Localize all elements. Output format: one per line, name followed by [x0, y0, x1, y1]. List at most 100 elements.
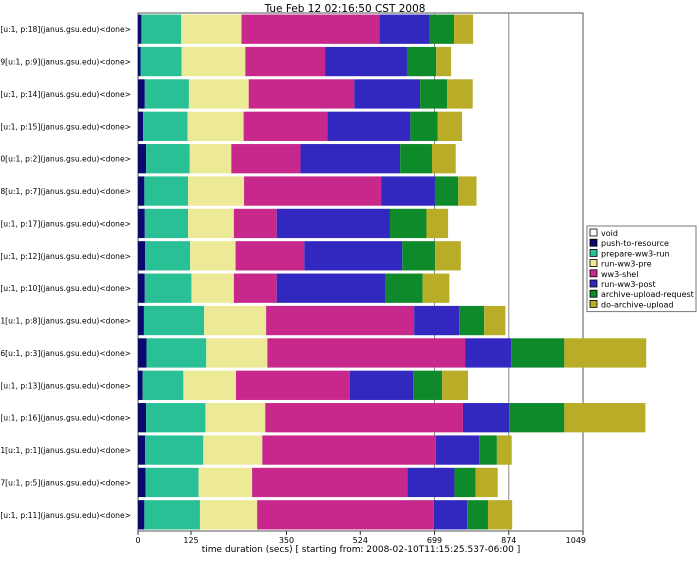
- bar-row: [138, 79, 473, 109]
- bar-segment-ww3-shel: [266, 305, 415, 336]
- bar-segment-run-ww3-pre: [203, 435, 263, 465]
- bar-segment-run-ww3-post: [414, 305, 460, 336]
- category-labels: p26[u:1, p:18](janus.gsu.edu)<done> e09[u…: [0, 25, 131, 520]
- bar-row: [138, 403, 646, 433]
- bar-segment-run-ww3-post: [276, 273, 386, 303]
- bar-segment-ww3-shel: [233, 273, 277, 303]
- category-label: p14[u:1, p:12](janus.gsu.edu)<done>: [0, 252, 131, 261]
- bar-segment-ww3-shel: [235, 241, 305, 271]
- legend-label: run-ww3-post: [601, 280, 656, 289]
- bar-row: [138, 176, 477, 206]
- bar-segment-run-ww3-pre: [191, 273, 234, 303]
- bar-segment-archive-upload-request: [467, 500, 488, 530]
- bar-segment-push-to-resource: [138, 144, 147, 174]
- bar-row: [138, 14, 474, 44]
- legend-item: push-to-resource: [589, 238, 669, 248]
- bar-segment-push-to-resource: [138, 241, 146, 271]
- bar-segment-run-ww3-pre: [190, 241, 236, 271]
- legend-swatch: [589, 289, 598, 298]
- bar-segment-push-to-resource: [138, 370, 143, 400]
- x-tick-label: 699: [427, 536, 442, 545]
- bar-segment-push-to-resource: [138, 435, 146, 465]
- bar-segment-push-to-resource: [138, 403, 147, 433]
- bar-segment-run-ww3-pre: [187, 111, 244, 141]
- bar-row: [138, 273, 450, 303]
- x-tick-label: 874: [501, 536, 516, 545]
- category-label: e01[u:1, p:1](janus.gsu.edu)<done>: [0, 446, 131, 455]
- bar-segment-run-ww3-post: [300, 144, 401, 174]
- legend-label: void: [601, 229, 618, 238]
- category-label: e11[u:1, p:8](janus.gsu.edu)<done>: [0, 317, 131, 326]
- bar-segment-prepare-ww3-run: [144, 273, 192, 303]
- bar-segment-prepare-ww3-run: [145, 241, 191, 271]
- category-label: p26[u:1, p:18](janus.gsu.edu)<done>: [0, 25, 131, 34]
- bar-segment-run-ww3-pre: [199, 500, 258, 530]
- category-label: e10[u:1, p:2](janus.gsu.edu)<done>: [0, 155, 131, 164]
- chart-title: Tue Feb 12 02:16:50 CST 2008: [264, 3, 426, 15]
- legend-label: archive-upload-request: [601, 290, 694, 299]
- bar-segment-do-archive-upload: [426, 208, 449, 239]
- bar-segment-do-archive-upload: [422, 273, 450, 303]
- bar-segment-run-ww3-post: [379, 14, 430, 44]
- legend-swatch: [589, 248, 598, 257]
- bar-segment-run-ww3-pre: [181, 14, 242, 44]
- bar-row: [138, 338, 647, 368]
- bar-segment-ww3-shel: [241, 14, 380, 44]
- bar-segment-run-ww3-pre: [205, 403, 266, 433]
- bar-segment-run-ww3-pre: [198, 467, 253, 498]
- bar-row: [138, 435, 512, 465]
- bar-segment-run-ww3-post: [465, 338, 512, 368]
- bar-segment-ww3-shel: [248, 79, 355, 109]
- bar-row: [138, 46, 452, 77]
- bar-segment-run-ww3-post: [354, 79, 421, 109]
- bar-segment-run-ww3-post: [435, 435, 480, 465]
- bar-segment-do-archive-upload: [434, 241, 461, 271]
- bar-segment-do-archive-upload: [447, 79, 473, 109]
- bar-segment-archive-upload-request: [402, 241, 435, 271]
- category-label: p20[u:1, p:14](janus.gsu.edu)<done>: [0, 90, 131, 99]
- bar-segment-push-to-resource: [138, 208, 145, 239]
- bar-segment-ww3-shel: [262, 435, 436, 465]
- bar-segment-push-to-resource: [138, 338, 147, 368]
- legend-item: prepare-ww3-run: [589, 248, 670, 258]
- bar-segment-archive-upload-request: [509, 403, 565, 433]
- bar-row: [138, 241, 461, 271]
- category-label: p35[u:1, p:15](janus.gsu.edu)<done>: [0, 122, 131, 131]
- x-tick-label: 350: [279, 536, 294, 545]
- x-tick-label: 1049: [566, 536, 586, 545]
- bar-segment-archive-upload-request: [420, 79, 448, 109]
- legend-box: [586, 225, 697, 313]
- bar-segment-prepare-ww3-run: [144, 176, 189, 206]
- bar-segment-prepare-ww3-run: [145, 467, 199, 498]
- bar-segment-push-to-resource: [138, 305, 144, 336]
- legend-item: run-ww3-post: [589, 279, 656, 289]
- x-axis: 0 125 350 524 699 874 1049: [135, 531, 586, 545]
- bar-segment-run-ww3-post: [407, 467, 455, 498]
- bar-segment-do-archive-upload: [431, 144, 456, 174]
- category-label: p17[u:1, p:13](janus.gsu.edu)<done>: [0, 381, 131, 390]
- bar-segment-archive-upload-request: [454, 467, 476, 498]
- bar-row: [138, 111, 463, 141]
- bar-segment-run-ww3-pre: [183, 370, 236, 400]
- bar-segment-run-ww3-post: [325, 46, 407, 77]
- bar-segment-ww3-shel: [243, 111, 328, 141]
- bar-segment-ww3-shel: [257, 500, 434, 530]
- legend-item: run-ww3-pre: [589, 259, 652, 269]
- legend-item: void: [589, 228, 618, 238]
- bar-segment-run-ww3-post: [327, 111, 411, 141]
- legend-label: ww3-shel: [601, 270, 638, 279]
- bar-segment-ww3-shel: [252, 467, 408, 498]
- legend-swatch: [589, 279, 598, 288]
- bar-segment-archive-upload-request: [413, 370, 443, 400]
- bar-segment-run-ww3-post: [433, 500, 468, 530]
- bar-segment-archive-upload-request: [434, 176, 459, 206]
- x-tick-label: 0: [135, 536, 140, 545]
- bar-segment-archive-upload-request: [479, 435, 497, 465]
- bar-segment-push-to-resource: [138, 467, 146, 498]
- legend-swatch: [589, 269, 598, 278]
- legend-swatch: [589, 299, 598, 308]
- legend-item: ww3-shel: [589, 269, 638, 279]
- bar-segment-do-archive-upload: [487, 500, 513, 530]
- category-label: p38[u:1, p:17](janus.gsu.edu)<done>: [0, 219, 131, 228]
